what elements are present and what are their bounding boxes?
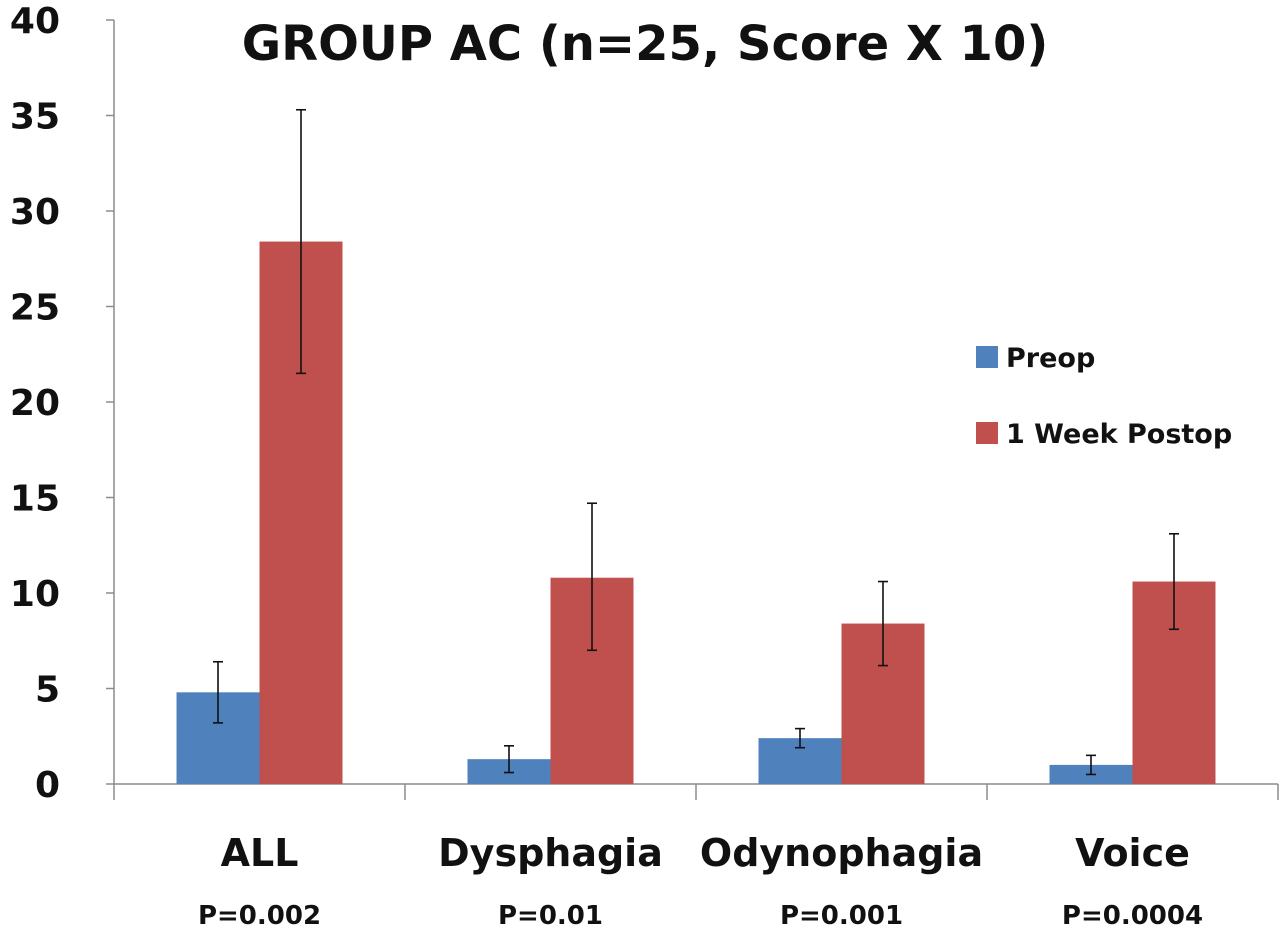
y-tick-label: 5: [35, 670, 60, 711]
y-tick-label: 15: [10, 479, 60, 520]
error-bars: [213, 108, 1179, 776]
y-tick-label: 25: [10, 288, 60, 329]
legend-swatch: [976, 346, 998, 368]
legend: Preop 1 Week Postop: [976, 343, 1232, 450]
y-tick-label: 20: [10, 383, 60, 424]
y-tick-label: 35: [10, 97, 60, 138]
x-axis-labels: ALL P=0.002 Dysphagia P=0.01 Odynophagia P=0.…: [198, 831, 1203, 928]
legend-label: 1 Week Postop: [1006, 419, 1232, 450]
y-tick-label: 30: [10, 192, 60, 233]
y-tick-label: 40: [10, 1, 60, 42]
x-category-label: ALL: [221, 831, 299, 875]
legend-label: Preop: [1006, 343, 1095, 374]
x-category-label: Odynophagia: [700, 831, 983, 875]
x-category-label: Voice: [1075, 831, 1190, 875]
p-value-label: P=0.0004: [1062, 901, 1203, 928]
p-value-label: P=0.002: [198, 901, 321, 928]
bars: [176, 241, 1216, 784]
y-axis-ticks: 0 5 10 15 20 25 30 35 40: [10, 1, 114, 806]
p-value-label: P=0.01: [498, 901, 603, 928]
p-value-label: P=0.001: [780, 901, 903, 928]
y-tick-label: 0: [35, 765, 60, 806]
legend-swatch: [976, 422, 998, 444]
x-category-label: Dysphagia: [438, 831, 663, 875]
y-tick-label: 10: [10, 574, 60, 615]
chart-title: GROUP AC (n=25, Score X 10): [242, 16, 1049, 72]
